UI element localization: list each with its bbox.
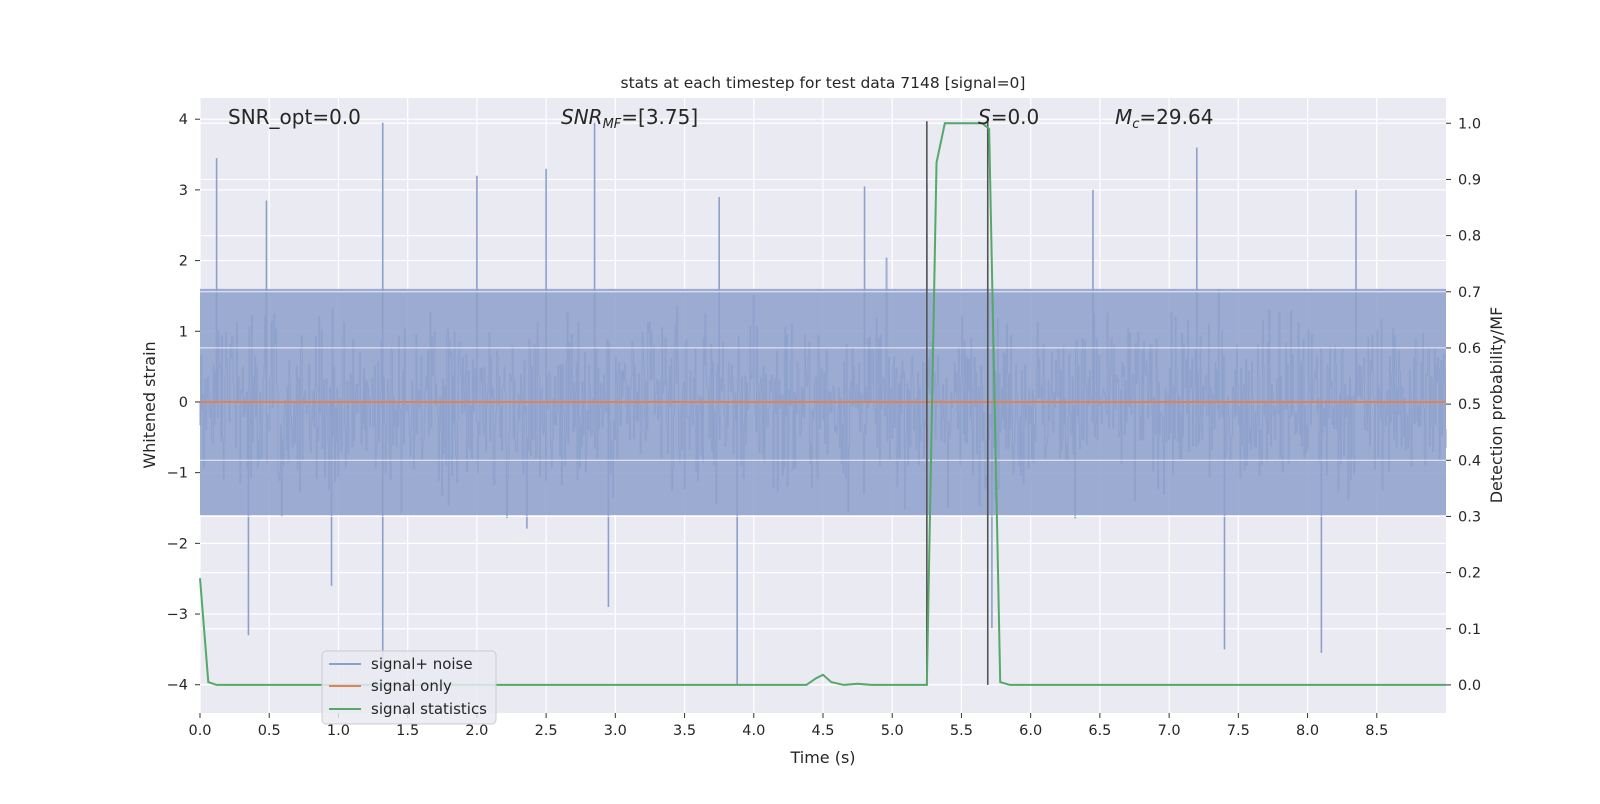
y-tick-label-right: 0.0: [1458, 678, 1481, 694]
legend-label-stats: signal statistics: [371, 700, 487, 718]
y-tick-label-left: −1: [167, 466, 188, 482]
y-tick-label-right: 0.1: [1458, 622, 1481, 638]
x-tick-label: 4.0: [742, 723, 765, 739]
y-tick-label-right: 0.9: [1458, 172, 1481, 188]
legend-label-signal: signal only: [371, 677, 452, 695]
annotation-s-value: =0.0: [991, 105, 1040, 129]
x-tick-label: 4.5: [811, 723, 834, 739]
x-tick-label: 1.5: [396, 723, 419, 739]
x-tick-label: 1.0: [327, 723, 350, 739]
y-tick-label-right: 0.3: [1458, 509, 1481, 525]
y-tick-label-right: 0.4: [1458, 453, 1481, 469]
x-tick-label: 8.5: [1365, 723, 1388, 739]
x-tick-label: 6.0: [1019, 723, 1042, 739]
x-tick-label: 2.0: [465, 723, 488, 739]
x-tick-label: 5.0: [881, 723, 904, 739]
y-axis-label-left: Whitened strain: [140, 341, 159, 468]
x-tick-label: 2.5: [535, 723, 558, 739]
y-tick-label-right: 0.7: [1458, 285, 1481, 301]
annotation-s: S=0.0: [978, 105, 1039, 129]
y-tick-label-left: 3: [179, 183, 188, 199]
annotation-snr-opt: SNR_opt=0.0: [228, 105, 361, 129]
annotation-mc: Mc=29.64: [1115, 105, 1213, 132]
y-tick-label-right: 1.0: [1458, 116, 1481, 132]
annotation-snr-mf-value: =: [621, 105, 638, 129]
x-tick-label: 8.0: [1296, 723, 1319, 739]
annotation-mc-value: =29.64: [1139, 105, 1213, 129]
x-axis-label: Time (s): [789, 748, 855, 767]
x-tick-label: 5.5: [950, 723, 973, 739]
x-tick-label: 7.0: [1158, 723, 1181, 739]
y-tick-label-left: −3: [167, 607, 188, 623]
chart-title: stats at each timestep for test data 714…: [621, 74, 1026, 92]
legend-box: [321, 650, 497, 725]
y-tick-label-left: 1: [179, 324, 188, 340]
tick-labels: 0.0 0.5 1.0 1.5 2.0 2.5 3.0 3.5 4.0 4.5 5.0 5.5 6.0 6…: [167, 112, 1481, 739]
x-tick-label: 0.5: [258, 723, 281, 739]
annotation-snr-mf-bracket: [3.75]: [638, 105, 698, 129]
x-tick-label: 7.5: [1227, 723, 1250, 739]
x-tick-label: 6.5: [1088, 723, 1111, 739]
y-tick-label-left: −2: [167, 536, 188, 552]
y-tick-label-left: −4: [167, 678, 188, 694]
y-tick-label-left: 0: [179, 395, 188, 411]
y-axis-label-right: Detection probability/MF: [1487, 307, 1506, 504]
annotation-snr-mf: SNRMF=[3.75]: [561, 105, 698, 132]
y-tick-label-left: 2: [179, 254, 188, 270]
x-tick-label: 3.5: [673, 723, 696, 739]
x-tick-label: 3.0: [604, 723, 627, 739]
x-tick-label: 0.0: [188, 723, 211, 739]
y-tick-label-right: 0.6: [1458, 341, 1481, 357]
y-tick-label-left: 4: [179, 112, 188, 128]
y-tick-label-right: 0.8: [1458, 229, 1481, 245]
legend-label-noise: signal+ noise: [371, 655, 473, 673]
y-tick-label-right: 0.5: [1458, 397, 1481, 413]
y-tick-label-right: 0.2: [1458, 566, 1481, 582]
legend: signal+ noise signal only signal statist…: [321, 650, 497, 725]
